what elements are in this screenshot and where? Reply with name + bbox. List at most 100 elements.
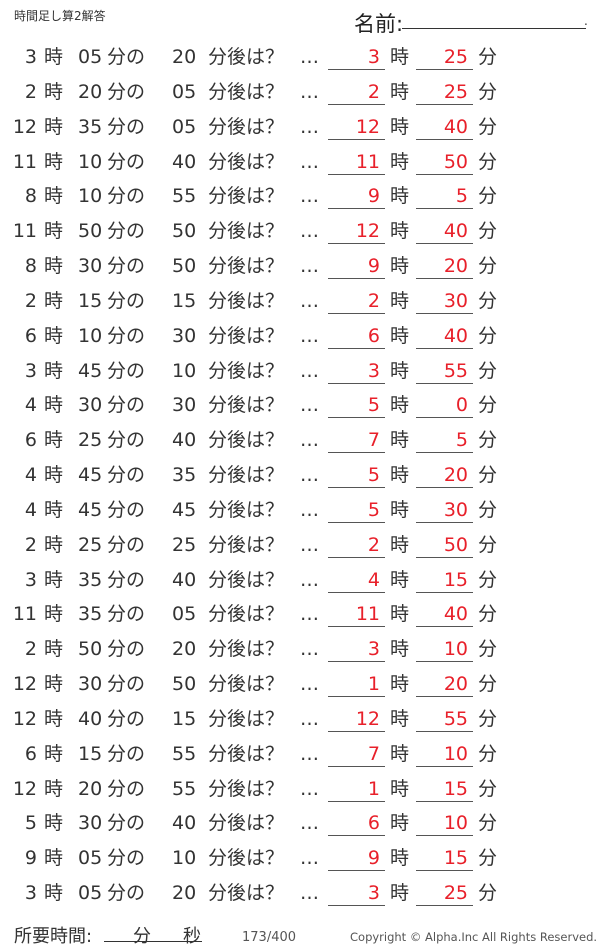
minute-of-label: 分の <box>107 80 146 103</box>
ellipsis: … <box>300 150 319 173</box>
answer-minute: 10 <box>443 638 468 661</box>
problem-row: 6 時 15 分の 55 分後は？… 7 時 10 分 <box>0 741 600 775</box>
minutes-unit: 分 <box>133 926 151 947</box>
start-hour: 6 <box>24 324 37 347</box>
hour-label: 時 <box>44 707 64 730</box>
answer-hour-label: 時 <box>390 847 410 870</box>
answer-hour-line <box>328 800 385 802</box>
answer-minute-label: 分 <box>478 150 498 173</box>
problem-row: 6 時 10 分の 30 分後は？… 6 時 40 分 <box>0 323 600 357</box>
answer-hour: 11 <box>355 603 380 626</box>
added-minutes: 55 <box>172 777 197 800</box>
start-hour: 11 <box>12 603 37 626</box>
answer-hour-label: 時 <box>390 638 410 661</box>
minute-of-label: 分の <box>107 185 146 208</box>
hour-label: 時 <box>44 359 64 382</box>
added-minutes: 45 <box>172 498 197 521</box>
answer-minute-label: 分 <box>478 533 498 556</box>
answer-hour: 1 <box>367 673 380 695</box>
start-hour: 12 <box>12 673 37 695</box>
answer-hour: 7 <box>367 742 380 765</box>
minute-of-label: 分の <box>107 359 146 382</box>
answer-hour-line <box>328 138 385 140</box>
problem-row: 8 時 30 分の 50 分後は？… 9 時 20 分 <box>0 253 600 287</box>
answer-hour-line <box>328 487 385 488</box>
answer-minute-line <box>416 521 473 523</box>
start-minute: 25 <box>78 429 103 452</box>
ellipsis: … <box>300 707 319 730</box>
answer-minute-label: 分 <box>478 46 498 68</box>
start-minute: 25 <box>78 533 103 556</box>
answer-minute-line <box>416 173 473 175</box>
start-hour: 11 <box>12 150 37 173</box>
start-hour: 4 <box>24 464 37 486</box>
answer-minute-line <box>416 278 473 279</box>
hour-label: 時 <box>44 742 64 765</box>
name-field[interactable] <box>402 28 586 29</box>
added-minutes: 40 <box>172 150 197 173</box>
hour-label: 時 <box>44 255 64 277</box>
start-hour: 8 <box>24 255 37 277</box>
answer-hour-line <box>328 730 385 732</box>
start-minute: 40 <box>78 707 103 730</box>
answer-minute: 55 <box>443 707 468 730</box>
answer-minute-line <box>416 730 473 732</box>
ellipsis: … <box>300 464 319 486</box>
start-hour: 9 <box>24 847 37 870</box>
start-minute: 10 <box>78 185 103 208</box>
problem-row: 12 時 30 分の 50 分後は？… 1 時 20 分 <box>0 671 600 705</box>
answer-minute: 15 <box>443 568 468 591</box>
ellipsis: … <box>300 255 319 277</box>
minute-of-label: 分の <box>107 673 146 695</box>
answer-hour-label: 時 <box>390 115 410 138</box>
ellipsis: … <box>300 498 319 521</box>
start-hour: 8 <box>24 185 37 208</box>
answer-hour-line <box>328 312 385 314</box>
problem-row: 6 時 25 分の 40 分後は？… 7 時 5 分 <box>0 427 600 461</box>
answer-hour-label: 時 <box>390 882 410 904</box>
answer-hour-line <box>328 103 385 105</box>
answer-hour: 6 <box>367 324 380 347</box>
start-hour: 12 <box>12 115 37 138</box>
ellipsis: … <box>300 80 319 103</box>
minute-of-label: 分の <box>107 638 146 661</box>
answer-minute-label: 分 <box>478 847 498 870</box>
answer-hour: 3 <box>367 882 380 904</box>
hour-label: 時 <box>44 882 64 904</box>
ellipsis: … <box>300 673 319 695</box>
answer-hour: 5 <box>367 498 380 521</box>
answer-hour-label: 時 <box>390 498 410 521</box>
time-required-field[interactable] <box>104 941 202 942</box>
answer-hour-label: 時 <box>390 812 410 835</box>
start-minute: 30 <box>78 394 103 417</box>
answer-minute: 25 <box>443 46 468 68</box>
answer-minute-label: 分 <box>478 464 498 486</box>
added-minutes: 05 <box>172 115 197 138</box>
ellipsis: … <box>300 429 319 452</box>
start-minute: 30 <box>78 812 103 835</box>
answer-minute-label: 分 <box>478 80 498 103</box>
added-minutes: 25 <box>172 533 197 556</box>
answer-minute-label: 分 <box>478 115 498 138</box>
answer-minute-label: 分 <box>478 777 498 800</box>
answer-hour-line <box>328 382 385 384</box>
start-minute: 30 <box>78 673 103 695</box>
hour-label: 時 <box>44 568 64 591</box>
hour-label: 時 <box>44 498 64 521</box>
answer-minute: 50 <box>443 533 468 556</box>
minute-of-label: 分の <box>107 150 146 173</box>
answer-minute-line <box>416 347 473 349</box>
answer-minute-label: 分 <box>478 220 498 243</box>
problem-row: 3 時 05 分の 20 分後は？… 3 時 25 分 <box>0 880 600 914</box>
answer-minute: 40 <box>443 220 468 243</box>
minute-of-label: 分の <box>107 324 146 347</box>
start-minute: 50 <box>78 638 103 661</box>
answer-minute: 15 <box>443 777 468 800</box>
answer-minute: 20 <box>443 464 468 486</box>
start-hour: 5 <box>24 812 37 835</box>
answer-minute-line <box>416 835 473 837</box>
answer-minute-label: 分 <box>478 255 498 277</box>
answer-minute-label: 分 <box>478 568 498 591</box>
minutes-after-label: 分後は？ <box>208 115 285 138</box>
